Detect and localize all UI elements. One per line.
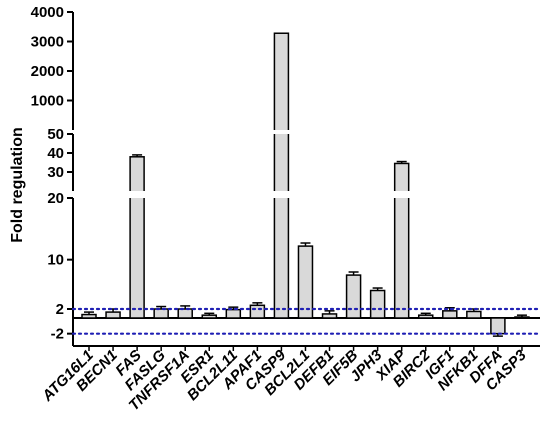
axis-break-gap xyxy=(272,130,291,134)
y-tick-label: -2 xyxy=(51,326,64,343)
bar xyxy=(177,308,193,319)
y-tick-label: 20 xyxy=(47,190,64,207)
y-tick-label: 40 xyxy=(47,145,64,162)
bar xyxy=(442,310,458,319)
y-tick-label: 10 xyxy=(47,252,64,269)
bar xyxy=(490,317,506,335)
y-axis-break xyxy=(69,192,77,197)
axis-break-gap xyxy=(392,191,411,198)
y-tick-label: 2 xyxy=(56,301,64,318)
bar xyxy=(514,316,530,319)
bar xyxy=(369,289,386,319)
reference-lines-layer xyxy=(71,307,542,335)
bars-layer xyxy=(81,32,530,337)
bar xyxy=(249,304,266,319)
y-axis-break xyxy=(69,131,77,133)
bar xyxy=(466,310,482,319)
bar xyxy=(345,274,362,319)
bar xyxy=(225,308,242,319)
y-tick-label: 4000 xyxy=(31,4,64,21)
y-tick-label: 30 xyxy=(47,164,64,181)
bar xyxy=(153,308,169,319)
bar xyxy=(321,313,338,319)
bar xyxy=(417,314,434,319)
y-tick-label: 1000 xyxy=(31,93,64,110)
axis-break-gap xyxy=(272,191,291,198)
bar xyxy=(393,162,410,319)
bar xyxy=(201,314,218,319)
axis-break-gap xyxy=(128,191,147,198)
y-tick-label: 2000 xyxy=(31,63,64,80)
bar xyxy=(297,245,314,319)
y-tick-label: 3000 xyxy=(31,34,64,51)
bar xyxy=(105,311,121,319)
bar xyxy=(273,32,290,319)
bar xyxy=(129,156,145,319)
y-tick-label: 50 xyxy=(47,126,64,143)
bar xyxy=(81,313,97,319)
y-axis-title: Fold regulation xyxy=(9,127,26,243)
